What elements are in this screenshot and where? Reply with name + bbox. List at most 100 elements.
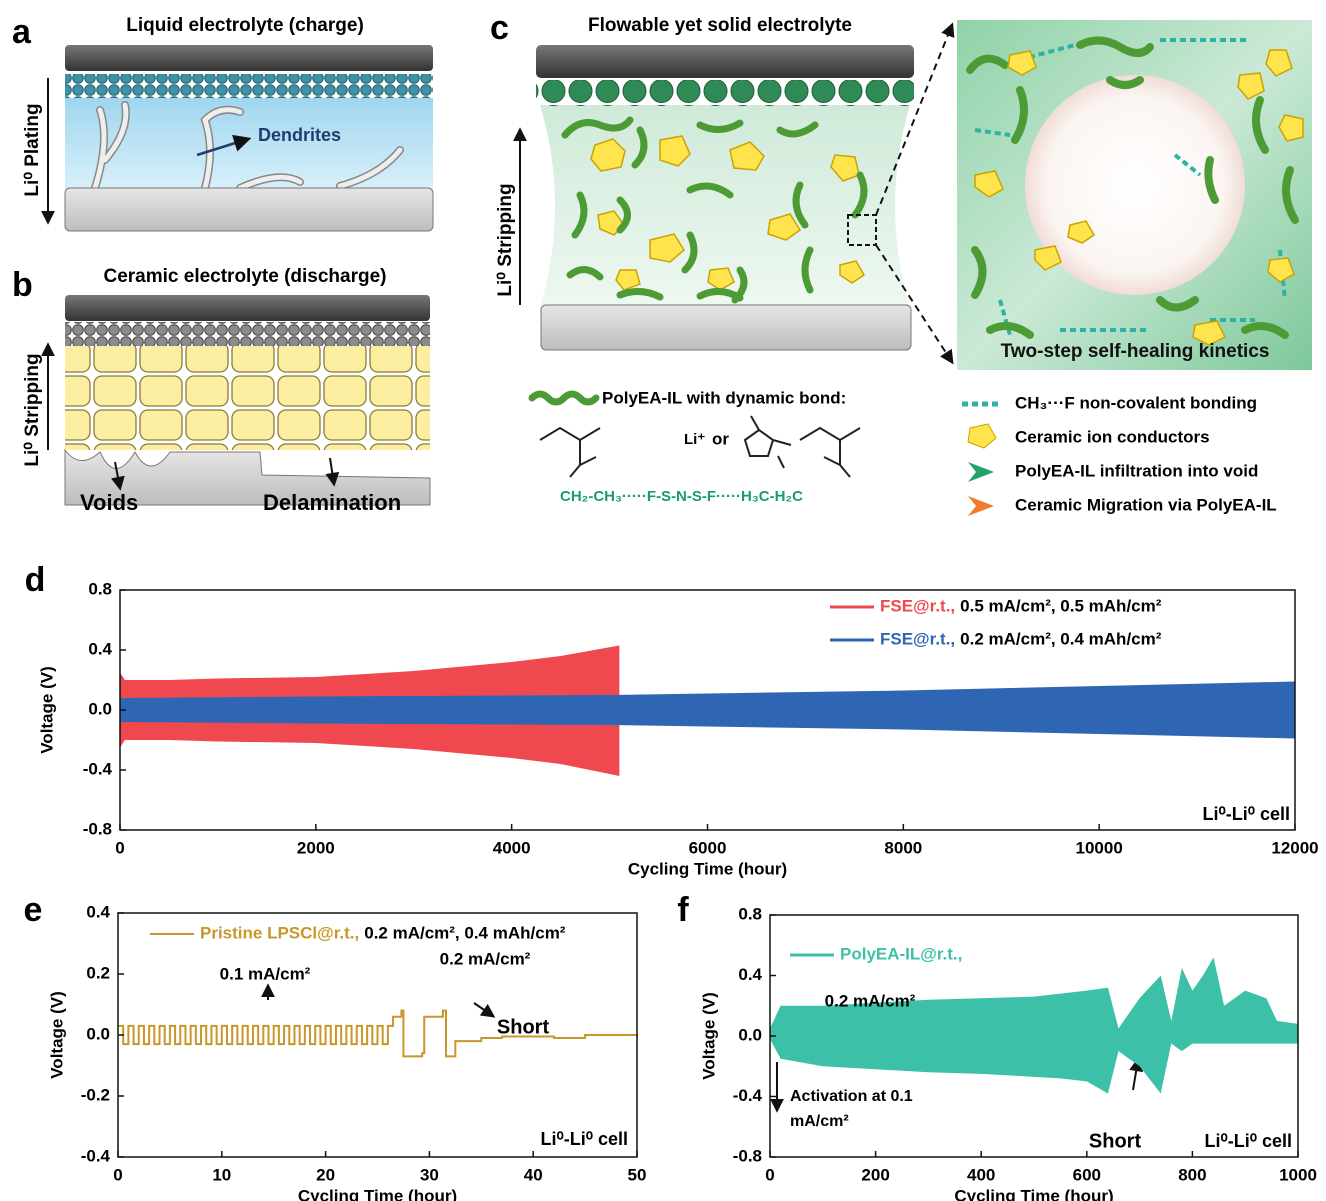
electrode: [65, 188, 433, 231]
x-tick-label: 4000: [493, 838, 531, 857]
x-tick-label: 800: [1178, 1165, 1206, 1184]
annotation: Dendrites: [258, 125, 341, 145]
electrode: [541, 305, 911, 350]
x-tick-label: 0: [113, 1165, 122, 1184]
annotation: Li⁰-Li⁰ cell: [1205, 1131, 1292, 1151]
panel-title: Liquid electrolyte (charge): [126, 15, 364, 36]
x-tick-label: 12000: [1271, 838, 1318, 857]
legend-label: FSE@r.t.,: [880, 596, 955, 615]
annotation: Short: [497, 1016, 550, 1038]
x-tick-label: 6000: [689, 838, 727, 857]
x-tick-label: 10: [212, 1165, 231, 1184]
legend-icon: [968, 462, 994, 482]
annotation: 0.2 mA/cm²: [825, 991, 916, 1010]
panel-letter: a: [12, 13, 32, 51]
x-tick-label: 400: [967, 1165, 995, 1184]
y-tick-label: 0.0: [86, 1024, 110, 1043]
annotation: 0.1 mA/cm²: [220, 964, 311, 983]
chem-text: or: [712, 429, 729, 448]
x-axis-label: Cycling Time (hour): [954, 1186, 1113, 1201]
legend-icon: [968, 496, 994, 516]
y-tick-label: 0.4: [738, 965, 762, 984]
y-tick-label: -0.4: [83, 759, 113, 778]
y-tick-label: -0.2: [81, 1085, 110, 1104]
side-label: Li⁰ Stripping: [495, 183, 516, 296]
electrode: [65, 45, 433, 71]
panel-c: c Flowable yet solid electrolyte Li⁰ Str…: [490, 9, 1312, 516]
y-tick-label: 0.4: [86, 902, 110, 921]
legend-text: CH₃···F non-covalent bonding: [1015, 393, 1257, 412]
annotation: Activation at 0.1: [790, 1088, 913, 1105]
lithium-layer: [65, 322, 430, 346]
x-tick-label: 0: [765, 1165, 774, 1184]
lithium-layer: [65, 74, 433, 98]
ceramic-layer: [65, 346, 430, 450]
legend-text: Ceramic ion conductors: [1015, 427, 1210, 446]
electrode: [65, 295, 430, 321]
y-tick-label: 0.4: [88, 639, 112, 658]
y-tick-label: 0.8: [88, 579, 112, 598]
annotation: Li⁰-Li⁰ cell: [1203, 804, 1290, 824]
legend-label: PolyEA-IL@r.t.,: [840, 944, 962, 963]
y-tick-label: -0.4: [81, 1146, 111, 1165]
panel-letter: c: [490, 9, 509, 47]
polymer-label: PolyEA-IL with dynamic bond:: [602, 388, 846, 407]
panel-title: Ceramic electrolyte (discharge): [103, 266, 386, 287]
x-tick-label: 200: [861, 1165, 889, 1184]
x-tick-label: 50: [628, 1165, 647, 1184]
panel-letter: d: [25, 561, 46, 599]
annotation: 0.2 mA/cm²: [440, 949, 531, 968]
x-axis-label: Cycling Time (hour): [298, 1186, 457, 1201]
annotation: Delamination: [263, 490, 401, 515]
legend-label: Pristine LPSCl@r.t.,: [200, 923, 359, 942]
y-tick-label: -0.8: [83, 819, 112, 838]
arrow: [474, 1003, 493, 1016]
legend-note: 0.2 mA/cm², 0.4 mAh/cm²: [960, 629, 1162, 648]
x-tick-label: 40: [524, 1165, 543, 1184]
chem-text: Li⁺: [684, 431, 705, 448]
y-tick-label: -0.4: [733, 1086, 763, 1105]
y-tick-label: 0.8: [738, 904, 762, 923]
imidazolium: [745, 416, 791, 468]
x-tick-label: 2000: [297, 838, 335, 857]
lithium-layer: [536, 80, 914, 106]
panel-letter: e: [24, 891, 43, 929]
annotation: Short: [1089, 1130, 1142, 1152]
panel-letter: b: [12, 266, 33, 304]
x-tick-label: 20: [316, 1165, 335, 1184]
panel-b: b Ceramic electrolyte (discharge) Li⁰ St…: [12, 266, 430, 515]
panel-letter: f: [677, 891, 689, 929]
legend-label: FSE@r.t.,: [880, 629, 955, 648]
y-axis-label: Voltage (V): [47, 991, 66, 1079]
x-tick-label: 1000: [1279, 1165, 1317, 1184]
polymer-icon: [532, 394, 596, 402]
legend-icon: [968, 424, 996, 448]
x-tick-label: 600: [1073, 1165, 1101, 1184]
side-label: Li⁰ Plating: [22, 103, 43, 196]
voltage-band: [770, 1036, 1298, 1093]
x-tick-label: 0: [115, 838, 124, 857]
figure: a Liquid electrolyte (charge) Li⁰ Platin…: [0, 0, 1326, 1201]
electrode: [536, 45, 914, 78]
x-axis-label: Cycling Time (hour): [628, 859, 787, 878]
x-tick-label: 30: [420, 1165, 439, 1184]
y-tick-label: -0.8: [733, 1146, 762, 1165]
inset-caption: Two-step self-healing kinetics: [1001, 341, 1270, 362]
x-tick-label: 10000: [1076, 838, 1123, 857]
annotation: Li⁰-Li⁰ cell: [541, 1129, 628, 1149]
y-axis-label: Voltage (V): [699, 992, 718, 1080]
annotation: mA/cm²: [790, 1113, 849, 1130]
y-tick-label: 0.0: [738, 1025, 762, 1044]
voltage-line: [118, 1011, 637, 1057]
x-tick-label: 8000: [884, 838, 922, 857]
legend-text: PolyEA-IL infiltration into void: [1015, 461, 1258, 480]
side-label: Li⁰ Stripping: [22, 353, 43, 466]
y-axis-label: Voltage (V): [37, 666, 56, 754]
legend-note: 0.5 mA/cm², 0.5 mAh/cm²: [960, 596, 1162, 615]
chem-chain: CH₂-CH₃·····F-S-N-S-F·····H₃C-H₂C: [560, 488, 803, 505]
legend-note: 0.2 mA/cm², 0.4 mAh/cm²: [364, 923, 566, 942]
panel-a: a Liquid electrolyte (charge) Li⁰ Platin…: [12, 13, 433, 231]
y-tick-label: 0.0: [88, 699, 112, 718]
y-tick-label: 0.2: [86, 963, 110, 982]
annotation: Voids: [80, 490, 138, 515]
